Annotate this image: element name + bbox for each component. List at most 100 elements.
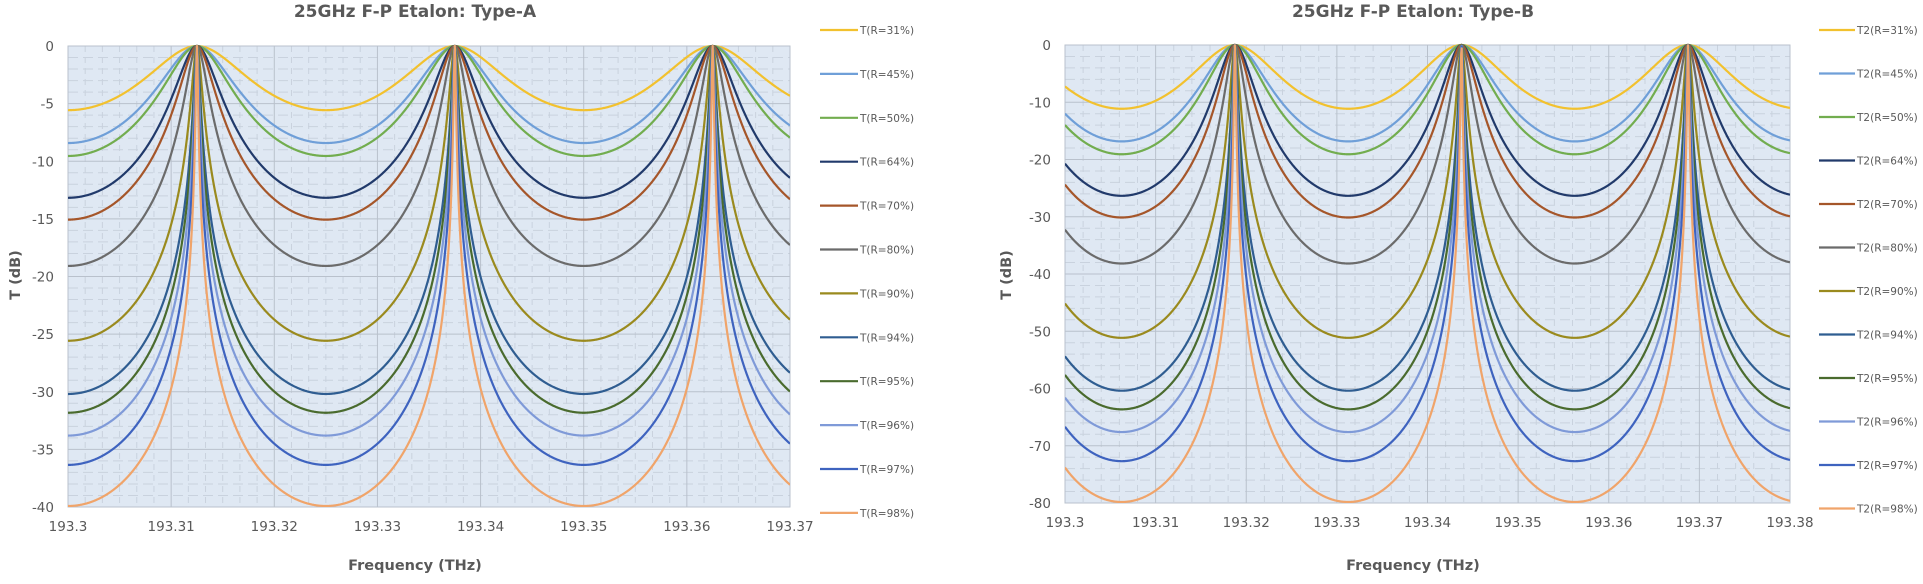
series-line-t2-r-96- bbox=[1065, 44, 1790, 434]
y-tick-label: -25 bbox=[32, 327, 54, 343]
legend-label: T(R=94%) bbox=[859, 332, 914, 344]
chart-title: 25GHz F-P Etalon: Type-A bbox=[294, 2, 537, 22]
legend-label: T2(R=90%) bbox=[1856, 286, 1918, 298]
series-line-t2-r-97- bbox=[1065, 44, 1790, 463]
legend-item: T(R=50%) bbox=[820, 113, 914, 125]
legend-label: T2(R=96%) bbox=[1856, 417, 1918, 429]
series-group bbox=[68, 44, 790, 507]
series-line-t-r-98- bbox=[68, 44, 790, 507]
y-tick-label: 0 bbox=[45, 39, 54, 55]
legend-item: T2(R=94%) bbox=[1819, 330, 1918, 342]
y-tick-label: -70 bbox=[1029, 439, 1051, 455]
x-tick-label: 193.36 bbox=[663, 519, 710, 535]
legend-label: T(R=45%) bbox=[859, 69, 914, 81]
x-tick-label: 193.31 bbox=[1132, 515, 1179, 531]
y-tick-label: -10 bbox=[32, 154, 54, 170]
y-tick-label: -20 bbox=[1029, 153, 1051, 169]
series-line-t-r-96- bbox=[68, 44, 790, 437]
legend-label: T2(R=94%) bbox=[1856, 330, 1918, 342]
legend-item: T2(R=70%) bbox=[1819, 199, 1918, 211]
series-line-t-r-31- bbox=[68, 44, 790, 112]
y-axis-title: T (dB) bbox=[8, 250, 24, 300]
legend-label: T(R=50%) bbox=[859, 113, 914, 125]
series-group bbox=[1065, 43, 1790, 503]
y-tick-label: -30 bbox=[32, 385, 54, 401]
x-axis-title: Frequency (THz) bbox=[348, 558, 482, 574]
legend-label: T(R=95%) bbox=[859, 376, 914, 388]
series-line-t2-r-94- bbox=[1065, 43, 1790, 392]
legend-label: T(R=97%) bbox=[859, 464, 914, 476]
plot-area: 193.3 193.31 193.32 193.33 193.34 193.35 193.3… bbox=[32, 39, 814, 535]
legend-item: T(R=45%) bbox=[820, 69, 914, 81]
series-line-t-r-97- bbox=[68, 44, 790, 466]
legend-label: T2(R=98%) bbox=[1856, 504, 1918, 516]
series-line-t2-r-70- bbox=[1065, 43, 1790, 219]
legend-label: T(R=90%) bbox=[859, 288, 914, 300]
legend-item: T(R=90%) bbox=[820, 288, 914, 300]
series-line-t2-r-95- bbox=[1065, 43, 1790, 411]
series-line-t-r-90- bbox=[68, 44, 790, 342]
legend: T2(R=31%) T2(R=45%) T2(R=50%) T2(R=64%) T2(R… bbox=[1819, 25, 1918, 516]
x-tick-label: 193.32 bbox=[1223, 515, 1270, 531]
legend-item: T2(R=50%) bbox=[1819, 112, 1918, 124]
legend-label: T2(R=97%) bbox=[1856, 460, 1918, 472]
legend-label: T(R=80%) bbox=[859, 245, 914, 257]
legend-item: T2(R=45%) bbox=[1819, 69, 1918, 81]
legend-label: T2(R=70%) bbox=[1856, 199, 1918, 211]
series-line-t-r-95- bbox=[68, 44, 790, 414]
legend-label: T2(R=45%) bbox=[1856, 69, 1918, 81]
legend-label: T(R=98%) bbox=[859, 508, 914, 520]
y-tick-label: -80 bbox=[1029, 496, 1051, 512]
series-line-t-r-70- bbox=[68, 44, 790, 221]
legend-label: T2(R=50%) bbox=[1856, 112, 1918, 124]
x-tick-label: 193.35 bbox=[1495, 515, 1542, 531]
plot-area: 193.3 193.31 193.32 193.33 193.34 193.35 193.3… bbox=[1029, 38, 1814, 531]
series-line-t-r-50- bbox=[68, 44, 790, 158]
series-line-t2-r-45- bbox=[1065, 43, 1790, 143]
legend-item: T2(R=64%) bbox=[1819, 156, 1918, 168]
x-tick-label: 193.36 bbox=[1585, 515, 1632, 531]
legend-label: T2(R=95%) bbox=[1856, 373, 1918, 385]
legend-label: T2(R=80%) bbox=[1856, 243, 1918, 255]
chart-type-b: 25GHz F-P Etalon: Type-B Frequency (THz)… bbox=[999, 2, 1918, 574]
series-line-t2-r-80- bbox=[1065, 43, 1790, 265]
series-line-t2-r-31- bbox=[1065, 43, 1790, 110]
legend-label: T(R=96%) bbox=[859, 420, 914, 432]
y-tick-label: -50 bbox=[1029, 324, 1051, 340]
series-line-t-r-94- bbox=[68, 44, 790, 396]
legend-item: T2(R=97%) bbox=[1819, 460, 1918, 472]
legend-item: T2(R=80%) bbox=[1819, 243, 1918, 255]
x-tick-label: 193.32 bbox=[251, 519, 298, 535]
x-tick-label: 193.34 bbox=[457, 519, 504, 535]
series-line-t-r-80- bbox=[68, 44, 790, 268]
y-tick-label: -60 bbox=[1029, 382, 1051, 398]
legend-item: T2(R=98%) bbox=[1819, 504, 1918, 516]
y-tick-label: -15 bbox=[32, 212, 54, 228]
y-tick-label: -30 bbox=[1029, 210, 1051, 226]
legend-item: T2(R=96%) bbox=[1819, 417, 1918, 429]
y-tick-label: -40 bbox=[1029, 267, 1051, 283]
legend-item: T(R=70%) bbox=[820, 201, 914, 213]
legend-item: T2(R=90%) bbox=[1819, 286, 1918, 298]
legend-label: T2(R=31%) bbox=[1856, 25, 1918, 37]
series-line-t2-r-64- bbox=[1065, 43, 1790, 197]
y-tick-label: -10 bbox=[1029, 95, 1051, 111]
legend-item: T2(R=31%) bbox=[1819, 25, 1918, 37]
series-line-t2-r-90- bbox=[1065, 43, 1790, 339]
x-tick-label: 193.35 bbox=[560, 519, 607, 535]
plot-border bbox=[1064, 44, 1791, 504]
legend-label: T(R=31%) bbox=[859, 25, 914, 37]
series-line-t2-r-98- bbox=[1065, 44, 1790, 503]
y-tick-label: 0 bbox=[1042, 38, 1051, 54]
y-tick-label: -40 bbox=[32, 500, 54, 516]
legend-item: T2(R=95%) bbox=[1819, 373, 1918, 385]
chart-type-a: 25GHz F-P Etalon: Type-A Frequency (THz)… bbox=[8, 2, 914, 574]
x-tick-label: 193.3 bbox=[49, 519, 88, 535]
x-tick-label: 193.33 bbox=[354, 519, 401, 535]
legend-item: T(R=80%) bbox=[820, 245, 914, 257]
x-tick-label: 193.33 bbox=[1313, 515, 1360, 531]
legend-item: T(R=95%) bbox=[820, 376, 914, 388]
legend: T(R=31%) T(R=45%) T(R=50%) T(R=64%) T(R=70%)… bbox=[820, 25, 914, 520]
y-tick-label: -20 bbox=[32, 270, 54, 286]
